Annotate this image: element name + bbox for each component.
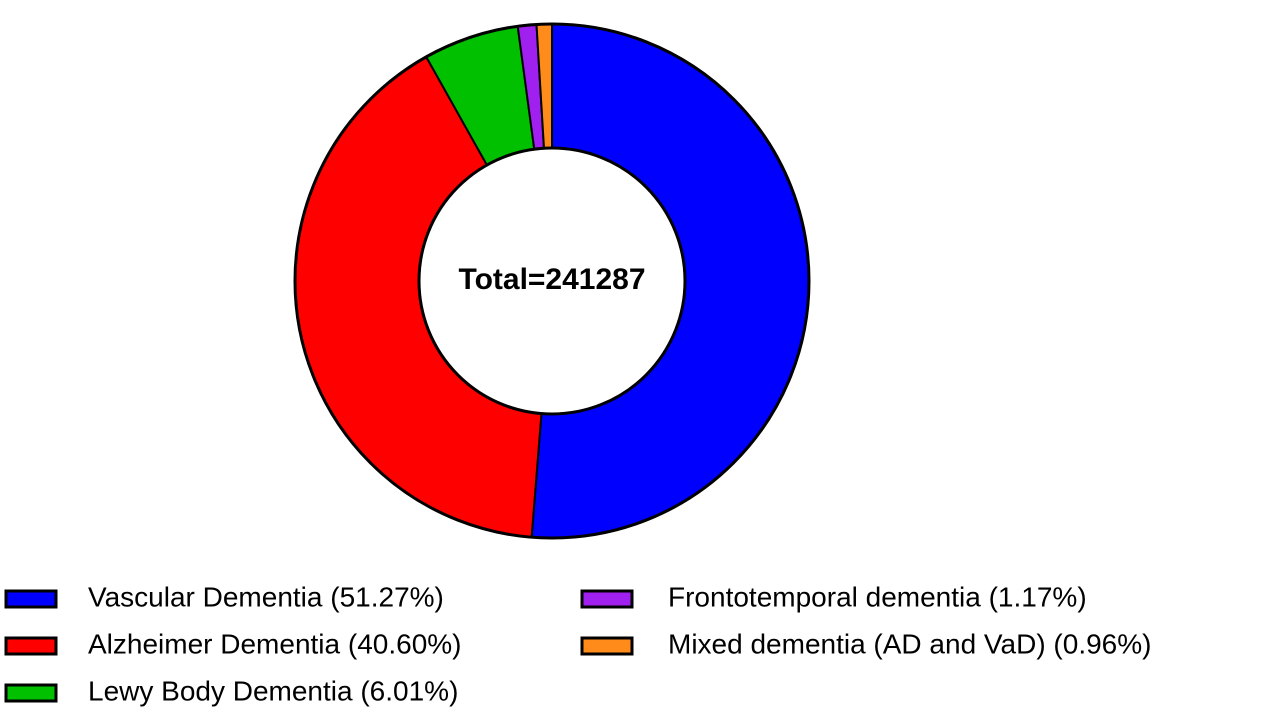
center-label: Total=241287 xyxy=(458,263,645,296)
legend-swatch xyxy=(4,589,58,609)
legend-label: Frontotemporal dementia (1.17%) xyxy=(668,581,1087,612)
outer-ring xyxy=(293,22,811,540)
legend-label: Alzheimer Dementia (40.60%) xyxy=(88,628,462,659)
inner-ring xyxy=(417,146,687,416)
legend-label: Mixed dementia (AD and VaD) (0.96%) xyxy=(668,628,1151,659)
legend: Vascular Dementia (51.27%) Alzheimer Deme… xyxy=(4,581,1151,706)
legend-swatch xyxy=(580,636,634,656)
legend-label: Lewy Body Dementia (6.01%) xyxy=(88,675,458,706)
legend-swatch xyxy=(4,683,58,703)
legend-swatch xyxy=(580,589,634,609)
legend-swatch xyxy=(4,636,58,656)
donut xyxy=(293,22,811,540)
legend-label: Vascular Dementia (51.27%) xyxy=(88,581,444,612)
